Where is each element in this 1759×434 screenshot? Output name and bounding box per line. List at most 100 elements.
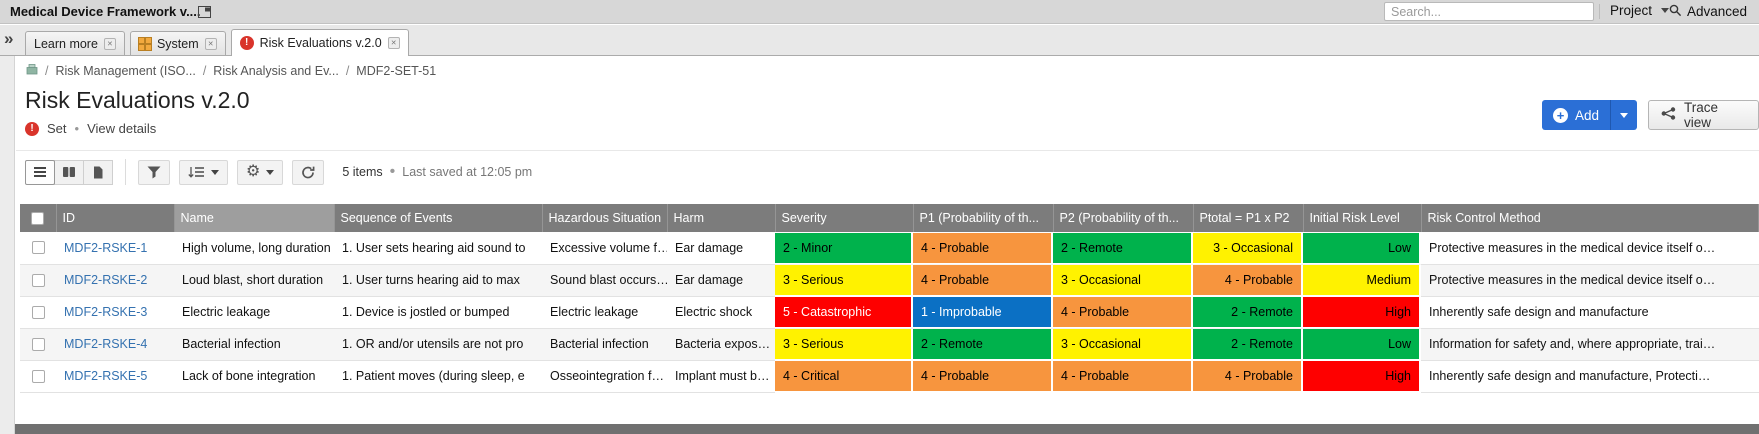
column-header-sequence[interactable]: Sequence of Events — [334, 204, 543, 232]
severity-cell: 4 - Critical — [775, 360, 913, 392]
severity-cell: 3 - Serious — [775, 328, 913, 360]
column-header-id[interactable]: ID — [56, 204, 175, 232]
breadcrumb-set-id[interactable]: MDF2-SET-51 — [356, 63, 437, 78]
search-input[interactable] — [1384, 2, 1594, 21]
add-dropdown-toggle[interactable] — [1610, 100, 1637, 130]
column-header-hazardous[interactable]: Hazardous Situation — [542, 204, 668, 232]
row-checkbox[interactable] — [31, 369, 45, 383]
refresh-button[interactable] — [292, 159, 325, 185]
ptotal-cell: 4 - Probable — [1193, 264, 1303, 296]
hazardous-cell: Excessive volume f… — [542, 232, 667, 265]
row-checkbox[interactable] — [31, 305, 45, 319]
item-id-link[interactable]: MDF2-RSKE-3 — [64, 305, 148, 319]
panel-layout-icon[interactable] — [198, 5, 211, 23]
row-checkbox[interactable] — [31, 241, 45, 255]
toolbar-separator — [125, 159, 126, 185]
tab-label: Learn more — [34, 36, 98, 51]
initial-risk-cell: High — [1303, 296, 1421, 328]
sequence-cell: 1. Patient moves (during sleep, e — [334, 360, 542, 393]
table-row[interactable]: MDF2-RSKE-2 Loud blast, short duration 1… — [20, 264, 1759, 297]
item-id-link[interactable]: MDF2-RSKE-2 — [64, 273, 148, 287]
risk-control-cell: Information for safety and, where approp… — [1421, 328, 1759, 361]
expand-panel-icon[interactable] — [4, 29, 13, 49]
view-details-link[interactable]: View details — [87, 121, 157, 136]
harm-cell: Ear damage — [667, 232, 775, 265]
ptotal-cell: 2 - Remote — [1193, 328, 1303, 360]
breadcrumb-risk-analysis[interactable]: Risk Analysis and Ev... — [213, 63, 339, 78]
filter-button[interactable] — [138, 159, 170, 185]
row-checkbox[interactable] — [31, 337, 45, 351]
risk-alert-icon — [239, 36, 254, 50]
project-cube-icon — [26, 63, 38, 78]
toolbar-divider-line — [16, 150, 1759, 151]
close-icon[interactable] — [387, 37, 400, 49]
reading-view-button[interactable] — [54, 159, 84, 185]
list-view-icon — [34, 167, 46, 177]
close-icon[interactable] — [204, 37, 217, 50]
dot-separator: • — [389, 163, 396, 180]
document-view-icon — [94, 166, 103, 178]
bottom-scrollbar[interactable] — [15, 424, 1759, 434]
harm-cell: Ear damage — [667, 264, 775, 297]
hazardous-cell: Sound blast occurs… — [542, 264, 667, 297]
column-header-name[interactable]: Name — [174, 204, 335, 232]
name-cell: Bacterial infection — [174, 328, 334, 361]
column-header-p1[interactable]: P1 (Probability of th... — [913, 204, 1054, 232]
advanced-search-button[interactable]: Advanced — [1668, 3, 1747, 20]
tab-learn-more[interactable]: Learn more — [25, 31, 125, 55]
table-row[interactable]: MDF2-RSKE-5 Lack of bone integration 1. … — [20, 360, 1759, 393]
trace-icon — [1661, 107, 1676, 123]
document-view-button[interactable] — [83, 159, 113, 185]
item-id-link[interactable]: MDF2-RSKE-5 — [64, 369, 148, 383]
chevron-down-icon — [1661, 8, 1670, 13]
table-row[interactable]: MDF2-RSKE-1 High volume, long duration 1… — [20, 232, 1759, 265]
breadcrumb-risk-management[interactable]: Risk Management (ISO... — [55, 63, 196, 78]
p1-cell: 2 - Remote — [913, 328, 1053, 360]
risk-alert-icon — [25, 121, 39, 136]
trace-view-button[interactable]: Trace view — [1648, 100, 1759, 130]
p2-cell: 3 - Occasional — [1053, 328, 1193, 360]
grid-icon — [137, 36, 152, 51]
column-header-ptotal[interactable]: Ptotal = P1 x P2 — [1193, 204, 1304, 232]
initial-risk-cell: Low — [1303, 328, 1421, 360]
tab-bar: Learn more System Risk Evaluations v.2.0 — [0, 25, 1759, 56]
close-icon[interactable] — [103, 37, 116, 50]
hazardous-cell: Osseointegration f… — [542, 360, 667, 393]
name-cell: High volume, long duration — [174, 232, 334, 265]
sort-list-icon — [188, 167, 204, 178]
table-row[interactable]: MDF2-RSKE-4 Bacterial infection 1. OR an… — [20, 328, 1759, 361]
table-row[interactable]: MDF2-RSKE-3 Electric leakage 1. Device i… — [20, 296, 1759, 329]
tab-label: System — [156, 36, 199, 51]
tab-risk-evaluations[interactable]: Risk Evaluations v.2.0 — [230, 29, 409, 56]
add-button-main[interactable]: Add — [1542, 100, 1610, 130]
breadcrumb-separator: / — [202, 63, 207, 78]
advanced-search-label: Advanced — [1687, 4, 1748, 19]
item-type-label: Set — [47, 121, 67, 136]
column-header-harm[interactable]: Harm — [667, 204, 776, 232]
sort-options-button[interactable] — [179, 159, 228, 185]
row-checkbox[interactable] — [31, 273, 45, 287]
project-scope-dropdown[interactable]: Project — [1610, 3, 1670, 18]
settings-button[interactable]: ⚙ — [237, 159, 284, 185]
collapsed-explorer-panel[interactable] — [0, 56, 15, 434]
initial-risk-cell: Low — [1303, 232, 1421, 264]
item-id-link[interactable]: MDF2-RSKE-1 — [64, 240, 148, 255]
chevron-down-icon — [211, 169, 219, 175]
tab-system[interactable]: System — [129, 31, 226, 55]
add-button[interactable]: Add — [1542, 100, 1638, 130]
column-header-p2[interactable]: P2 (Probability of th... — [1053, 204, 1194, 232]
sequence-cell: 1. User sets hearing aid sound to — [334, 232, 542, 265]
name-cell: Loud blast, short duration — [174, 264, 334, 297]
list-view-button[interactable] — [25, 159, 55, 185]
severity-cell: 3 - Serious — [775, 264, 913, 296]
column-header-severity[interactable]: Severity — [775, 204, 914, 232]
item-id-link[interactable]: MDF2-RSKE-4 — [64, 337, 148, 351]
sequence-cell: 1. Device is jostled or bumped — [334, 296, 542, 329]
topbar-divider — [1599, 4, 1600, 19]
select-all-checkbox[interactable] — [31, 211, 45, 225]
hazardous-cell: Bacterial infection — [542, 328, 667, 361]
breadcrumb-separator: / — [45, 63, 49, 78]
column-header-risk-control[interactable]: Risk Control Method — [1421, 204, 1759, 232]
chevron-down-icon — [1620, 112, 1629, 118]
column-header-initial-risk[interactable]: Initial Risk Level — [1303, 204, 1422, 232]
